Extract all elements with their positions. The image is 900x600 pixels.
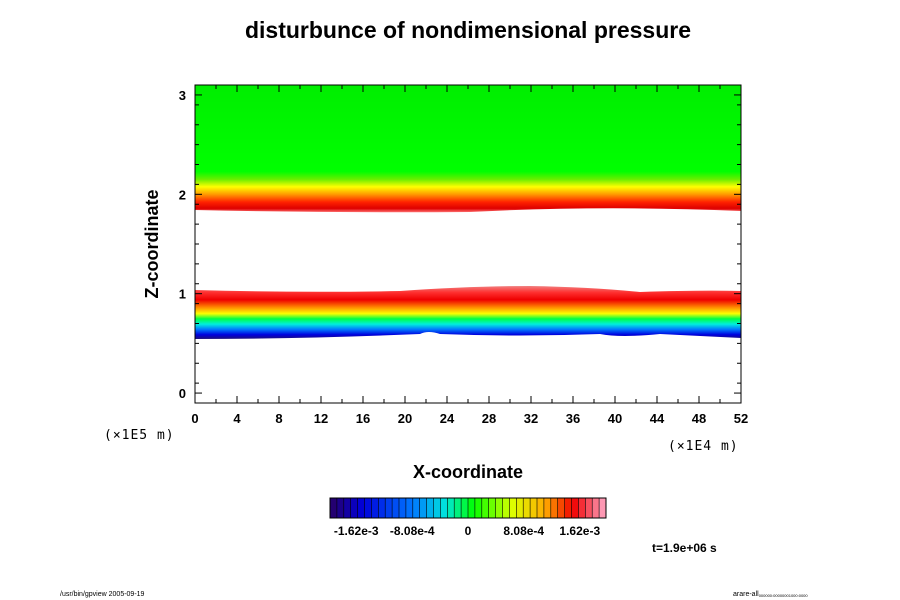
colorbar-swatch: [440, 498, 448, 518]
x-tick-label: 52: [734, 411, 748, 426]
colorbar-swatch: [378, 498, 386, 518]
colorbar-swatch: [530, 498, 538, 518]
colorbar-swatch: [385, 498, 393, 518]
x-tick-label: 16: [356, 411, 370, 426]
lower-band-region: [195, 286, 741, 339]
colorbar-swatch: [336, 498, 345, 518]
colorbar-tick-label: 0: [465, 524, 472, 538]
colorbar-swatch: [447, 498, 455, 518]
colorbar-swatch: [592, 498, 600, 518]
upper-positive-region: [195, 85, 741, 213]
colorbar-swatch: [488, 498, 496, 518]
y-unit-label: (×1E5 m): [104, 428, 175, 443]
colorbar-swatch: [495, 498, 503, 518]
colorbar-swatch: [550, 498, 558, 518]
colorbar-swatch: [516, 498, 524, 518]
colorbar-ticks: -1.62e-3 -8.08e-4 0 8.08e-4 1.62e-3: [334, 524, 601, 538]
colorbar-swatch: [461, 498, 469, 518]
colorbar-swatch: [364, 498, 372, 518]
x-tick-label: 8: [275, 411, 282, 426]
colorbar-swatch: [468, 498, 476, 518]
time-label: t=1.9e+06 s: [652, 541, 717, 555]
colorbar-tick-label: 1.62e-3: [559, 524, 600, 538]
colorbar-swatch: [454, 498, 462, 518]
colorbar-swatch: [433, 498, 441, 518]
colorbar-swatch: [343, 498, 351, 518]
colorbar-swatch: [399, 498, 407, 518]
x-unit-label: (×1E4 m): [668, 439, 739, 454]
colorbar-swatch: [412, 498, 420, 518]
colorbar-swatch: [357, 498, 365, 518]
colorbar-swatch: [481, 498, 489, 518]
footer-right-main: arare-all: [733, 591, 759, 598]
colorbar-swatch: [392, 498, 400, 518]
y-tick-label: 1: [179, 287, 186, 302]
footer-left: /usr/bin/gpview 2005-09-19: [60, 591, 145, 598]
colorbar-swatch: [585, 498, 593, 518]
colorbar-tick-label: -1.62e-3: [334, 524, 379, 538]
colorbar-swatch: [426, 498, 434, 518]
y-tick-label: 2: [179, 187, 186, 202]
colorbar-swatch: [557, 498, 565, 518]
colorbar-swatch: [571, 498, 579, 518]
x-tick-label: 36: [566, 411, 580, 426]
colorbar-swatch: [474, 498, 483, 518]
plot-area: [195, 85, 741, 339]
colorbar-swatch: [523, 498, 531, 518]
x-tick-label: 12: [314, 411, 328, 426]
x-tick-label: 20: [398, 411, 412, 426]
colorbar-swatch: [371, 498, 379, 518]
colorbar-swatch: [350, 498, 358, 518]
x-tick-label: 4: [233, 411, 241, 426]
x-tick-label: 44: [650, 411, 665, 426]
x-axis-label: X-coordinate: [413, 462, 523, 482]
y-tick-label: 3: [179, 88, 186, 103]
colorbar-tick-label: 8.08e-4: [503, 524, 544, 538]
colorbar-swatch: [419, 498, 427, 518]
colorbar-tick-label: -8.08e-4: [390, 524, 435, 538]
x-tick-label: 28: [482, 411, 496, 426]
colorbar-swatch: [564, 498, 572, 518]
y-tick-label: 0: [179, 386, 186, 401]
colorbar-swatch: [599, 498, 607, 518]
footer-right: arare-all000000:00000001000:0000: [733, 591, 808, 598]
colorbar-swatch: [578, 498, 586, 518]
chart-title: disturbunce of nondimensional pressure: [245, 17, 691, 43]
x-tick-label: 32: [524, 411, 538, 426]
colorbar-frame: [329, 497, 607, 519]
x-tick-label: 40: [608, 411, 622, 426]
x-tick-label: 48: [692, 411, 706, 426]
colorbar-swatch: [543, 498, 552, 518]
x-tick-label: 24: [440, 411, 455, 426]
x-tick-label: 0: [191, 411, 198, 426]
y-axis-label: Z-coordinate: [142, 189, 162, 298]
y-axis-ticks: 0 1 2 3: [179, 88, 741, 404]
colorbar-swatch: [502, 498, 510, 518]
colorbar-swatch: [405, 498, 414, 518]
colorbar-swatch: [537, 498, 545, 518]
colorbar: [329, 498, 607, 518]
footer-right-sub: 000000:00000001000:0000: [759, 593, 809, 598]
colorbar-swatch: [330, 498, 338, 518]
colorbar-swatch: [509, 498, 517, 518]
x-axis-ticks: 0 4 8 12 16 20 24 28 32 36 40 44 48 52: [191, 85, 748, 426]
